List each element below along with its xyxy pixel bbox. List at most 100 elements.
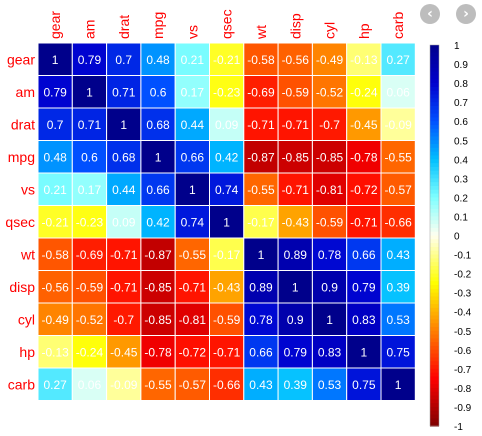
- cell-value-label: 0.75: [352, 378, 376, 392]
- cell-value-label: 1: [189, 183, 196, 197]
- colorbar-band: [430, 399, 439, 404]
- cell-value-label: 0.09: [215, 118, 239, 132]
- heatmap-cell-carb-cyl: [311, 367, 348, 401]
- cell-value-label: 0.39: [284, 378, 308, 392]
- cell-value-label: -0.52: [316, 85, 344, 99]
- cell-value-label: 0.09: [112, 215, 136, 229]
- column-label-wt: wt: [253, 25, 269, 40]
- heatmap-cell-cyl-wt: [243, 302, 279, 336]
- colorbar-band: [430, 319, 439, 324]
- cell-value-label: -0.09: [384, 118, 412, 132]
- colorbar-tick-label: -0.5: [454, 327, 472, 338]
- row-label-cyl: cyl: [18, 311, 35, 327]
- heatmap-cell-vs-drat: [106, 172, 142, 206]
- cell-value-label: -0.55: [179, 248, 207, 262]
- colorbar-band: [430, 170, 439, 176]
- colorbar-band: [430, 102, 439, 107]
- heatmap-value-labels: 1 0.79 0.7 0.48 0.21 -0.21 -0.58 -0.56 -0.49 -0.1…: [41, 53, 412, 392]
- cell-value-label: 0.79: [43, 85, 67, 99]
- heatmap-cell-cyl-gear: [37, 302, 73, 336]
- cell-value-label: 1: [155, 150, 162, 164]
- cell-value-label: 0.68: [112, 150, 136, 164]
- heatmap-cell-vs-am: [71, 172, 108, 206]
- cell-value-label: -0.85: [316, 150, 344, 164]
- cell-value-label: -0.58: [247, 53, 275, 67]
- cell-value-label: 1: [395, 378, 402, 392]
- cell-value-label: 0.79: [284, 345, 308, 359]
- cell-value-label: -0.17: [247, 215, 275, 229]
- colorbar-band: [430, 315, 439, 320]
- heatmap-cell-carb-am: [71, 367, 108, 401]
- cell-value-label: -0.81: [179, 313, 207, 327]
- colorbar-band: [430, 90, 439, 96]
- colorbar-band: [430, 224, 439, 229]
- cell-value-label: 0.66: [181, 150, 205, 164]
- heatmap-cell-am-carb: [380, 75, 416, 109]
- colorbar-band: [430, 48, 439, 54]
- colorbar-band: [430, 227, 439, 233]
- colorbar-tick-labels: 1 0.9 0.8 0.7 0.6 0.5 0.4 0.3 0.2 0.1 0 -0.1 -0.2 -0.…: [454, 41, 472, 433]
- next-button[interactable]: ›: [456, 4, 476, 24]
- colorbar-band: [430, 334, 439, 339]
- heatmap-cell-vs-hp: [346, 172, 382, 206]
- colorbar-band: [430, 254, 439, 259]
- colorbar-band: [430, 79, 439, 84]
- cell-value-label: 1: [258, 248, 265, 262]
- heatmap-cell-hp-vs: [174, 335, 210, 369]
- cell-value-label: 0.53: [386, 313, 410, 327]
- cell-value-label: -0.69: [247, 85, 275, 99]
- heatmap-cell-am-cyl: [311, 75, 348, 109]
- heatmap-cell-vs-qsec: [209, 172, 245, 206]
- cell-value-label: -0.49: [41, 313, 69, 327]
- heatmap-cell-wt-hp: [346, 237, 382, 271]
- cell-value-label: -0.71: [247, 118, 275, 132]
- colorbar-tick-label: 0.9: [454, 60, 468, 71]
- heatmap-cell-drat-cyl: [311, 107, 348, 141]
- colorbar-band: [430, 178, 439, 183]
- cell-value-label: 0.78: [249, 313, 273, 327]
- colorbar-band: [430, 372, 439, 378]
- cell-value-label: 0.9: [321, 280, 338, 294]
- heatmap-cell-wt-cyl: [311, 237, 348, 271]
- cell-value-label: 0.6: [81, 150, 98, 164]
- heatmap-cell-cyl-hp: [346, 302, 382, 336]
- heatmap-cell-am-drat: [106, 75, 142, 109]
- colorbar-band: [430, 136, 439, 141]
- cell-value-label: 0.48: [43, 150, 67, 164]
- colorbar-band: [430, 75, 439, 80]
- column-label-carb: carb: [390, 12, 406, 39]
- colorbar-tick-label: -0.7: [454, 365, 472, 376]
- column-label-qsec: qsec: [219, 9, 235, 39]
- heatmap-cell-cyl-carb: [380, 302, 416, 336]
- cell-value-label: -0.56: [282, 53, 310, 67]
- cell-value-label: -0.71: [350, 215, 378, 229]
- cell-value-label: 1: [86, 85, 93, 99]
- colorbar-band: [430, 246, 439, 252]
- heatmap-cell-gear-hp: [346, 42, 382, 76]
- column-label-drat: drat: [116, 15, 132, 39]
- row-label-carb: carb: [8, 376, 35, 392]
- colorbar-band: [430, 125, 439, 130]
- cell-value-label: 0.89: [284, 248, 308, 262]
- cell-value-label: -0.72: [179, 345, 207, 359]
- colorbar-band: [430, 353, 439, 359]
- cell-value-label: -0.23: [213, 85, 241, 99]
- colorbar-band: [430, 64, 439, 69]
- heatmap-cell-disp-am: [71, 270, 108, 304]
- colorbar-band: [430, 155, 439, 160]
- cell-value-label: 0.7: [115, 53, 132, 67]
- colorbar-tick-label: 0.7: [454, 98, 468, 109]
- colorbar-band: [430, 67, 439, 73]
- previous-button[interactable]: ‹: [420, 4, 440, 24]
- colorbar-band: [430, 212, 439, 218]
- column-label-hp: hp: [356, 23, 372, 39]
- colorbar-band: [430, 387, 439, 393]
- cell-value-label: 1: [52, 53, 59, 67]
- cell-value-label: 1: [361, 345, 368, 359]
- colorbar-band: [430, 45, 439, 50]
- colorbar-band: [430, 174, 439, 179]
- colorbar-tick-label: 1: [454, 41, 460, 52]
- cell-value-label: -0.7: [319, 118, 340, 132]
- colorbar-band: [430, 349, 439, 355]
